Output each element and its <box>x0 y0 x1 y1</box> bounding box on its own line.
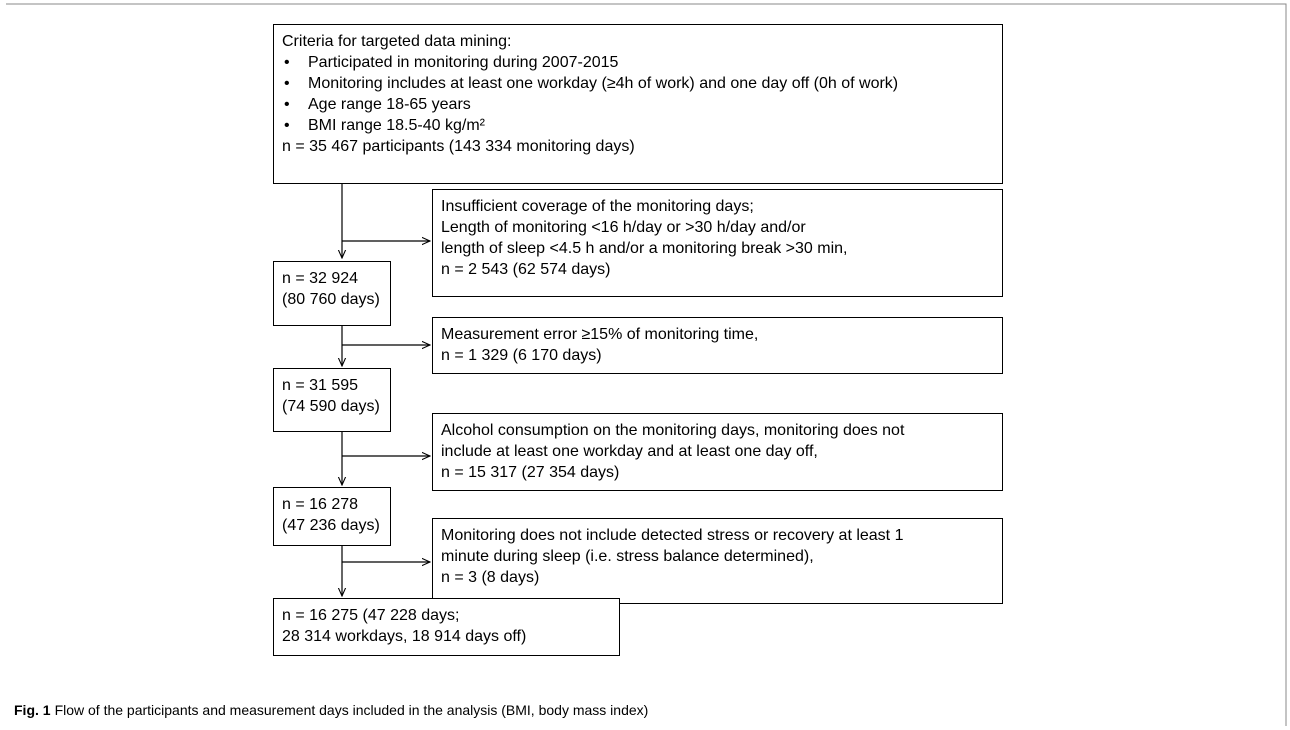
step-days: (74 590 days) <box>282 398 380 415</box>
step-box-1: n = 32 924 (80 760 days) <box>273 261 391 326</box>
exclusion-text: include at least one workday and at leas… <box>441 443 818 460</box>
criteria-box: Criteria for targeted data mining: Parti… <box>273 24 1003 184</box>
exclusion-text: Measurement error ≥15% of monitoring tim… <box>441 326 759 343</box>
final-days: 28 314 workdays, 18 914 days off) <box>282 628 527 645</box>
final-box: n = 16 275 (47 228 days; 28 314 workdays… <box>273 598 620 656</box>
criteria-list: Participated in monitoring during 2007-2… <box>282 52 994 136</box>
figure-caption: Fig. 1 Flow of the participants and measu… <box>14 702 648 718</box>
exclusion-box-2: Measurement error ≥15% of monitoring tim… <box>432 317 1003 374</box>
exclusion-box-3: Alcohol consumption on the monitoring da… <box>432 413 1003 491</box>
step-box-2: n = 31 595 (74 590 days) <box>273 368 391 432</box>
criteria-item: BMI range 18.5-40 kg/m² <box>282 115 994 136</box>
step-n: n = 31 595 <box>282 377 359 394</box>
step-n: n = 32 924 <box>282 270 359 287</box>
exclusion-count: n = 1 329 (6 170 days) <box>441 347 602 364</box>
criteria-item: Monitoring includes at least one workday… <box>282 73 994 94</box>
step-days: (80 760 days) <box>282 291 380 308</box>
exclusion-box-4: Monitoring does not include detected str… <box>432 518 1003 604</box>
caption-label: Fig. 1 <box>14 702 51 718</box>
exclusion-text: Alcohol consumption on the monitoring da… <box>441 422 905 439</box>
exclusion-text: Insufficient coverage of the monitoring … <box>441 198 754 215</box>
exclusion-text: Monitoring does not include detected str… <box>441 527 904 544</box>
exclusion-text: length of sleep <4.5 h and/or a monitori… <box>441 240 848 257</box>
exclusion-text: minute during sleep (i.e. stress balance… <box>441 548 814 565</box>
criteria-heading: Criteria for targeted data mining: <box>282 33 512 50</box>
criteria-total: n = 35 467 participants (143 334 monitor… <box>282 138 635 155</box>
final-n: n = 16 275 (47 228 days; <box>282 607 460 624</box>
step-n: n = 16 278 <box>282 496 359 513</box>
step-days: (47 236 days) <box>282 517 380 534</box>
exclusion-count: n = 15 317 (27 354 days) <box>441 464 620 481</box>
exclusion-text: Length of monitoring <16 h/day or >30 h/… <box>441 219 806 236</box>
caption-text: Flow of the participants and measurement… <box>54 702 649 718</box>
criteria-item: Age range 18-65 years <box>282 94 994 115</box>
exclusion-count: n = 3 (8 days) <box>441 569 540 586</box>
exclusion-box-1: Insufficient coverage of the monitoring … <box>432 189 1003 297</box>
step-box-3: n = 16 278 (47 236 days) <box>273 487 391 546</box>
criteria-item: Participated in monitoring during 2007-2… <box>282 52 994 73</box>
exclusion-count: n = 2 543 (62 574 days) <box>441 261 611 278</box>
